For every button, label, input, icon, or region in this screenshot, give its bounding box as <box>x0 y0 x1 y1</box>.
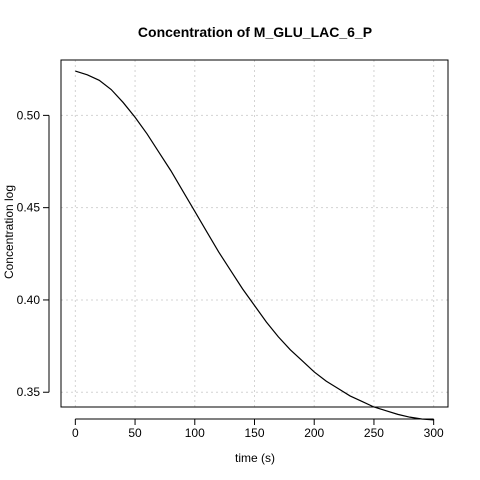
x-tick-label: 250 <box>364 426 384 440</box>
y-axis-label: Concentration log <box>2 185 16 279</box>
y-tick-label: 0.40 <box>17 293 41 307</box>
x-tick-label: 150 <box>244 426 264 440</box>
x-tick-label: 50 <box>128 426 142 440</box>
y-tick-label: 0.35 <box>17 385 41 399</box>
y-tick-label: 0.45 <box>17 201 41 215</box>
x-tick-label: 100 <box>185 426 205 440</box>
x-tick-label: 200 <box>304 426 324 440</box>
y-axis-ticks: 0.35 0.40 0.45 0.50 <box>17 108 49 399</box>
y-axis: 0.35 0.40 0.45 0.50 <box>17 108 50 399</box>
chart-title: Concentration of M_GLU_LAC_6_P <box>138 24 372 40</box>
x-tick-label: 0 <box>72 426 79 440</box>
y-tick-label: 0.50 <box>17 108 41 122</box>
x-axis-label: time (s) <box>235 451 275 465</box>
plot-frame <box>60 59 449 408</box>
x-axis: 0 50 100 150 200 250 300 <box>72 418 444 440</box>
x-axis-ticks: 0 50 100 150 200 250 300 <box>72 419 444 440</box>
x-tick-label: 300 <box>424 426 444 440</box>
